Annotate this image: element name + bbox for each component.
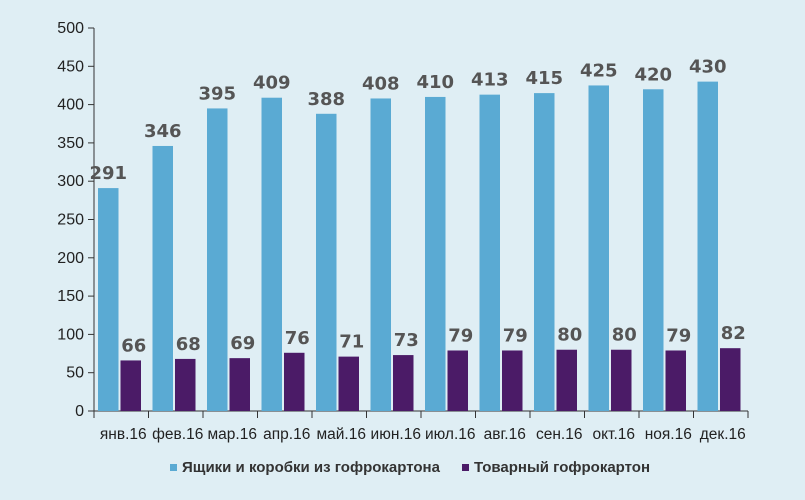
bar <box>229 358 250 411</box>
bar <box>502 350 523 411</box>
bar <box>611 349 632 411</box>
y-tick-label: 400 <box>57 97 84 114</box>
bar <box>175 358 196 411</box>
data-label: 66 <box>121 335 146 356</box>
bars <box>98 81 741 412</box>
data-label: 76 <box>285 328 310 349</box>
legend-swatch <box>462 464 469 471</box>
x-tick-label: сен.16 <box>536 426 582 443</box>
x-tick-label: дек.16 <box>700 426 746 443</box>
data-label: 80 <box>557 325 582 346</box>
bar <box>98 188 119 411</box>
bar <box>720 348 741 411</box>
x-tick-label: мар.16 <box>208 426 257 443</box>
x-axis: янв.16 фев.16 мар.16 апр.16 май.16 июн.16 июл.… <box>93 410 749 443</box>
y-tick-label: 200 <box>57 250 84 267</box>
x-tick-label: май.16 <box>317 426 366 443</box>
x-tick-label: июн.16 <box>371 426 421 443</box>
data-label: 79 <box>503 325 528 346</box>
data-label: 388 <box>307 89 345 110</box>
x-tick-label: янв.16 <box>100 426 147 443</box>
x-tick-label: апр.16 <box>263 426 310 443</box>
y-tick-label: 0 <box>75 403 84 420</box>
y-tick-label: 150 <box>57 288 84 305</box>
bar <box>425 96 446 411</box>
bar <box>447 350 468 411</box>
data-label: 425 <box>580 60 618 81</box>
bar <box>370 98 391 412</box>
bar <box>207 108 228 412</box>
bar <box>261 97 282 412</box>
bar <box>284 352 305 411</box>
legend-label: Товарный гофрокартон <box>474 459 650 476</box>
data-label: 413 <box>471 70 509 91</box>
data-label: 410 <box>416 72 454 93</box>
bar <box>393 355 414 411</box>
data-labels: 291 346 395 409 388 408 410 413 415 425 420 430 66 68… <box>89 57 745 357</box>
y-axis: 0 50 100 150 200 250 300 350 400 450 500 <box>57 20 95 420</box>
y-tick-label: 300 <box>57 173 84 190</box>
bar <box>479 94 500 411</box>
legend-label: Ящики и коробки из гофрокартона <box>182 459 441 476</box>
data-label: 71 <box>339 332 364 353</box>
y-tick-label: 250 <box>57 212 84 229</box>
bar <box>338 356 359 411</box>
bar <box>152 145 173 412</box>
data-label: 408 <box>362 73 400 94</box>
data-label: 80 <box>612 325 637 346</box>
x-tick-label: июл.16 <box>425 426 476 443</box>
legend-swatch <box>170 464 177 471</box>
data-label: 73 <box>394 330 419 351</box>
x-tick-label: ноя.16 <box>645 426 692 443</box>
bar <box>665 350 686 411</box>
bar <box>588 85 609 411</box>
y-tick-label: 500 <box>57 20 84 37</box>
data-label: 420 <box>634 64 672 85</box>
data-label: 68 <box>176 334 201 355</box>
data-label: 346 <box>144 121 182 142</box>
x-tick-label: окт.16 <box>592 426 635 443</box>
x-tick-label: фев.16 <box>152 426 203 443</box>
data-label: 395 <box>198 83 236 104</box>
bar <box>643 89 664 411</box>
y-tick-label: 350 <box>57 135 84 152</box>
y-tick-label: 450 <box>57 58 84 75</box>
bar <box>556 349 577 411</box>
bar <box>316 113 337 412</box>
data-label: 415 <box>525 68 563 89</box>
y-tick-label: 50 <box>66 365 84 382</box>
y-tick-label: 100 <box>57 326 84 343</box>
data-label: 430 <box>689 57 727 78</box>
data-label: 79 <box>448 325 473 346</box>
legend: Ящики и коробки из гофрокартона Товарный … <box>170 459 650 476</box>
data-label: 69 <box>230 333 255 354</box>
data-label: 82 <box>721 323 746 344</box>
bar <box>697 81 718 412</box>
data-label: 409 <box>253 73 291 94</box>
bar <box>534 93 555 412</box>
x-tick-label: авг.16 <box>484 426 526 443</box>
data-label: 291 <box>89 163 127 184</box>
data-label: 79 <box>666 325 691 346</box>
bar <box>120 360 141 411</box>
